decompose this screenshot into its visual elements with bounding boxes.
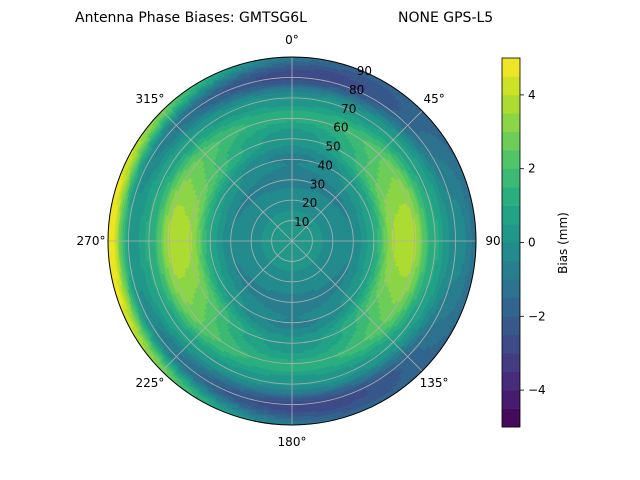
contour-fill-layer bbox=[108, 57, 476, 425]
chart-title-right: NONE GPS-L5 bbox=[398, 10, 493, 26]
chart-title-left: Antenna Phase Biases: GMTSG6L bbox=[75, 10, 307, 26]
